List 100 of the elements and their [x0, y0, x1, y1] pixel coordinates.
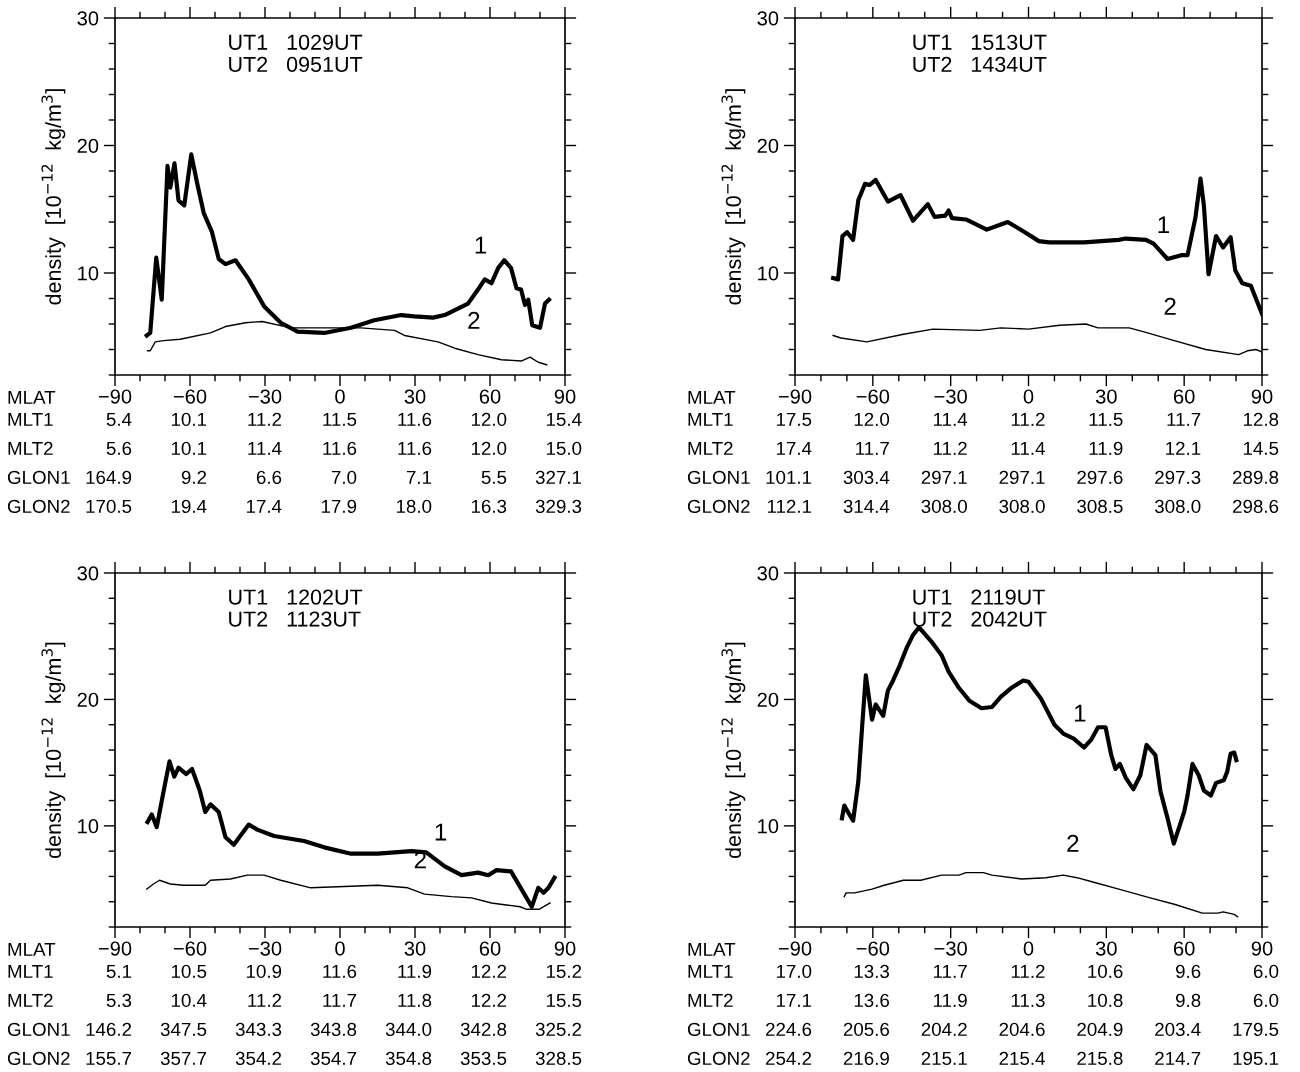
annotation: 2: [1164, 297, 1176, 315]
y-tick-label: 10: [758, 266, 779, 281]
text: 308.0: [999, 499, 1045, 514]
text: 15.4: [546, 412, 582, 427]
text: 10.8: [1088, 993, 1123, 1008]
text: 11.2: [1011, 412, 1045, 426]
x-axis-title: MLAT: [8, 390, 56, 404]
text: 179.5: [1233, 1022, 1279, 1037]
text: 344.0: [385, 1022, 432, 1037]
x-tick-label: 0: [1023, 941, 1034, 956]
y-tick-label: 10: [78, 819, 99, 834]
text: 215.8: [1077, 1051, 1123, 1066]
y-axis-title: density [10$^{−12}$ kg/m$^{3}$]: [721, 89, 746, 305]
text: 17.1: [776, 993, 812, 1007]
text: GLON1: [7, 1022, 70, 1037]
annotation: 1: [1158, 216, 1169, 234]
annotation: UT1 1029UT: [229, 34, 363, 50]
text: 297.1: [999, 470, 1045, 485]
x-tick-label: 30: [1095, 389, 1117, 404]
text: 215.1: [921, 1051, 967, 1066]
annotation: 1: [435, 823, 447, 841]
text: 12.2: [471, 964, 507, 978]
text: 5.3: [106, 993, 132, 1008]
x-tick-label: −30: [248, 941, 282, 956]
annotation: 1: [1074, 704, 1086, 722]
text: 308.5: [1077, 499, 1123, 514]
text: 342.8: [460, 1022, 507, 1037]
text: 12.0: [854, 412, 890, 427]
text: 297.3: [1155, 470, 1201, 485]
text: 11.3: [1011, 993, 1045, 1008]
text: 11.7: [323, 993, 357, 1007]
text: 5.6: [106, 441, 132, 456]
x-tick-label: −60: [173, 941, 207, 956]
x-tick-label: 0: [1023, 389, 1034, 404]
line-series: [145, 759, 557, 909]
text: 11.8: [398, 993, 432, 1008]
annotation: UT2 0951UT: [229, 56, 363, 73]
text: 15.5: [546, 993, 582, 1008]
x-tick-label: 90: [1251, 941, 1273, 956]
annotation: UT1 1513UT: [913, 34, 1047, 50]
text: GLON2: [7, 499, 70, 514]
y-tick-label: 30: [77, 566, 99, 581]
text: 11.2: [933, 441, 967, 455]
x-tick-label: −60: [173, 389, 207, 404]
text: 303.4: [843, 470, 890, 485]
text: 11.2: [248, 412, 282, 426]
text: GLON2: [687, 1051, 750, 1066]
text: 343.3: [235, 1022, 282, 1037]
text: 19.4: [171, 499, 207, 514]
text: MLT2: [688, 993, 733, 1007]
x-tick-label: 0: [335, 389, 345, 404]
text: 10.6: [1088, 964, 1123, 979]
x-tick-label: −90: [778, 941, 812, 956]
text: 17.0: [776, 964, 812, 979]
text: 10.9: [246, 964, 282, 979]
text: 11.7: [856, 441, 889, 455]
text: 13.6: [854, 993, 890, 1008]
text: GLON1: [687, 1022, 750, 1037]
text: 12.2: [471, 993, 507, 1007]
text: 11.9: [398, 964, 432, 979]
text: 314.4: [843, 499, 890, 514]
text: 5.1: [106, 964, 132, 979]
text: 343.8: [310, 1022, 357, 1037]
x-tick-label: 90: [1251, 389, 1273, 404]
y-axis-title: density [10$^{−12}$ kg/m$^{3}$]: [41, 89, 66, 305]
text: 164.9: [86, 470, 132, 485]
text: GLON1: [7, 470, 70, 485]
annotation: UT1 1202UT: [229, 589, 363, 605]
text: 11.5: [1089, 412, 1123, 427]
text: 12.8: [1243, 412, 1279, 427]
text: MLT1: [688, 412, 733, 426]
text: 10.5: [171, 964, 207, 979]
text: 9.6: [1175, 964, 1201, 979]
text: 11.7: [933, 964, 967, 978]
text: 11.9: [1089, 441, 1123, 456]
text: 354.7: [310, 1051, 357, 1066]
text: 354.8: [385, 1051, 432, 1066]
text: 10.1: [171, 441, 207, 456]
text: 204.2: [921, 1022, 967, 1037]
y-tick-label: 20: [77, 138, 99, 153]
x-tick-label: −30: [248, 389, 282, 404]
x-tick-label: 30: [1095, 941, 1117, 956]
text: 10.1: [171, 412, 207, 427]
y-tick-label: 30: [757, 566, 779, 581]
y-tick-label: 20: [77, 692, 99, 707]
annotation: 2: [468, 311, 480, 329]
text: 11.4: [1011, 441, 1045, 455]
text: 12.1: [1166, 441, 1201, 455]
text: 6.0: [1253, 964, 1279, 979]
x-tick-label: −90: [778, 389, 812, 404]
text: 354.2: [235, 1051, 282, 1066]
text: 297.1: [921, 470, 967, 485]
text: 11.4: [933, 412, 968, 426]
text: MLT1: [8, 412, 53, 426]
text: 205.6: [843, 1022, 890, 1037]
text: 203.4: [1155, 1022, 1201, 1037]
text: 11.5: [323, 412, 357, 427]
text: 17.9: [321, 499, 357, 514]
x-axis-title: MLAT: [688, 390, 736, 404]
text: 14.5: [1243, 441, 1279, 456]
